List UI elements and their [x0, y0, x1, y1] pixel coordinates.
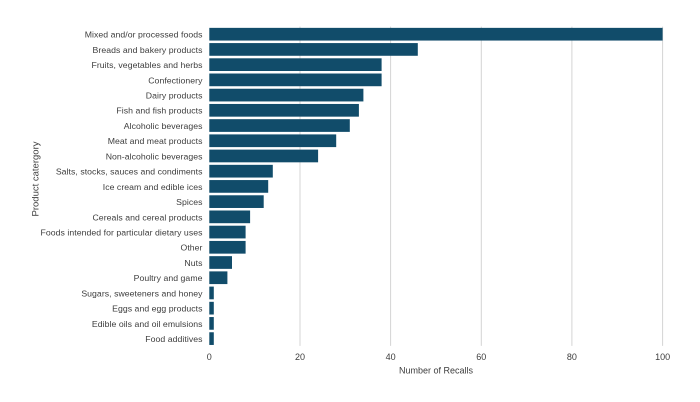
- svg-text:Fruits, vegetables and herbs: Fruits, vegetables and herbs: [91, 60, 203, 70]
- svg-text:Nuts: Nuts: [184, 258, 203, 268]
- svg-text:Salts, stocks, sauces and cond: Salts, stocks, sauces and condiments: [56, 167, 203, 177]
- svg-text:Poultry and game: Poultry and game: [134, 273, 203, 283]
- svg-text:40: 40: [386, 352, 396, 362]
- svg-text:Ice cream and edible ices: Ice cream and edible ices: [103, 182, 203, 192]
- svg-text:20: 20: [295, 352, 305, 362]
- svg-text:Edible oils and oil emulsions: Edible oils and oil emulsions: [92, 319, 203, 329]
- svg-text:Number of Recalls: Number of Recalls: [399, 366, 474, 376]
- svg-text:Sugars, sweeteners and honey: Sugars, sweeteners and honey: [81, 288, 203, 298]
- svg-text:Meat and meat products: Meat and meat products: [108, 136, 203, 146]
- svg-text:0: 0: [207, 352, 212, 362]
- svg-text:Other: Other: [181, 243, 203, 253]
- svg-text:80: 80: [567, 352, 577, 362]
- svg-text:Product catergory: Product catergory: [30, 141, 41, 216]
- svg-text:Cereals and cereal products: Cereals and cereal products: [92, 212, 203, 222]
- svg-text:Eggs and egg products: Eggs and egg products: [112, 304, 203, 314]
- svg-text:60: 60: [476, 352, 486, 362]
- svg-text:Dairy products: Dairy products: [146, 90, 203, 100]
- svg-text:Alcoholic beverages: Alcoholic beverages: [124, 121, 203, 131]
- svg-text:Spices: Spices: [176, 197, 203, 207]
- svg-text:Mixed and/or processed foods: Mixed and/or processed foods: [85, 30, 203, 40]
- svg-text:Confectionery: Confectionery: [148, 75, 203, 85]
- svg-text:Non-alcoholic beverages: Non-alcoholic beverages: [106, 151, 203, 161]
- svg-text:100: 100: [655, 352, 670, 362]
- svg-text:Fish and fish products: Fish and fish products: [116, 106, 203, 116]
- svg-text:Foods intended for particular: Foods intended for particular dietary us…: [41, 227, 204, 237]
- svg-text:Food additives: Food additives: [145, 334, 203, 344]
- svg-text:Breads and bakery products: Breads and bakery products: [93, 45, 204, 55]
